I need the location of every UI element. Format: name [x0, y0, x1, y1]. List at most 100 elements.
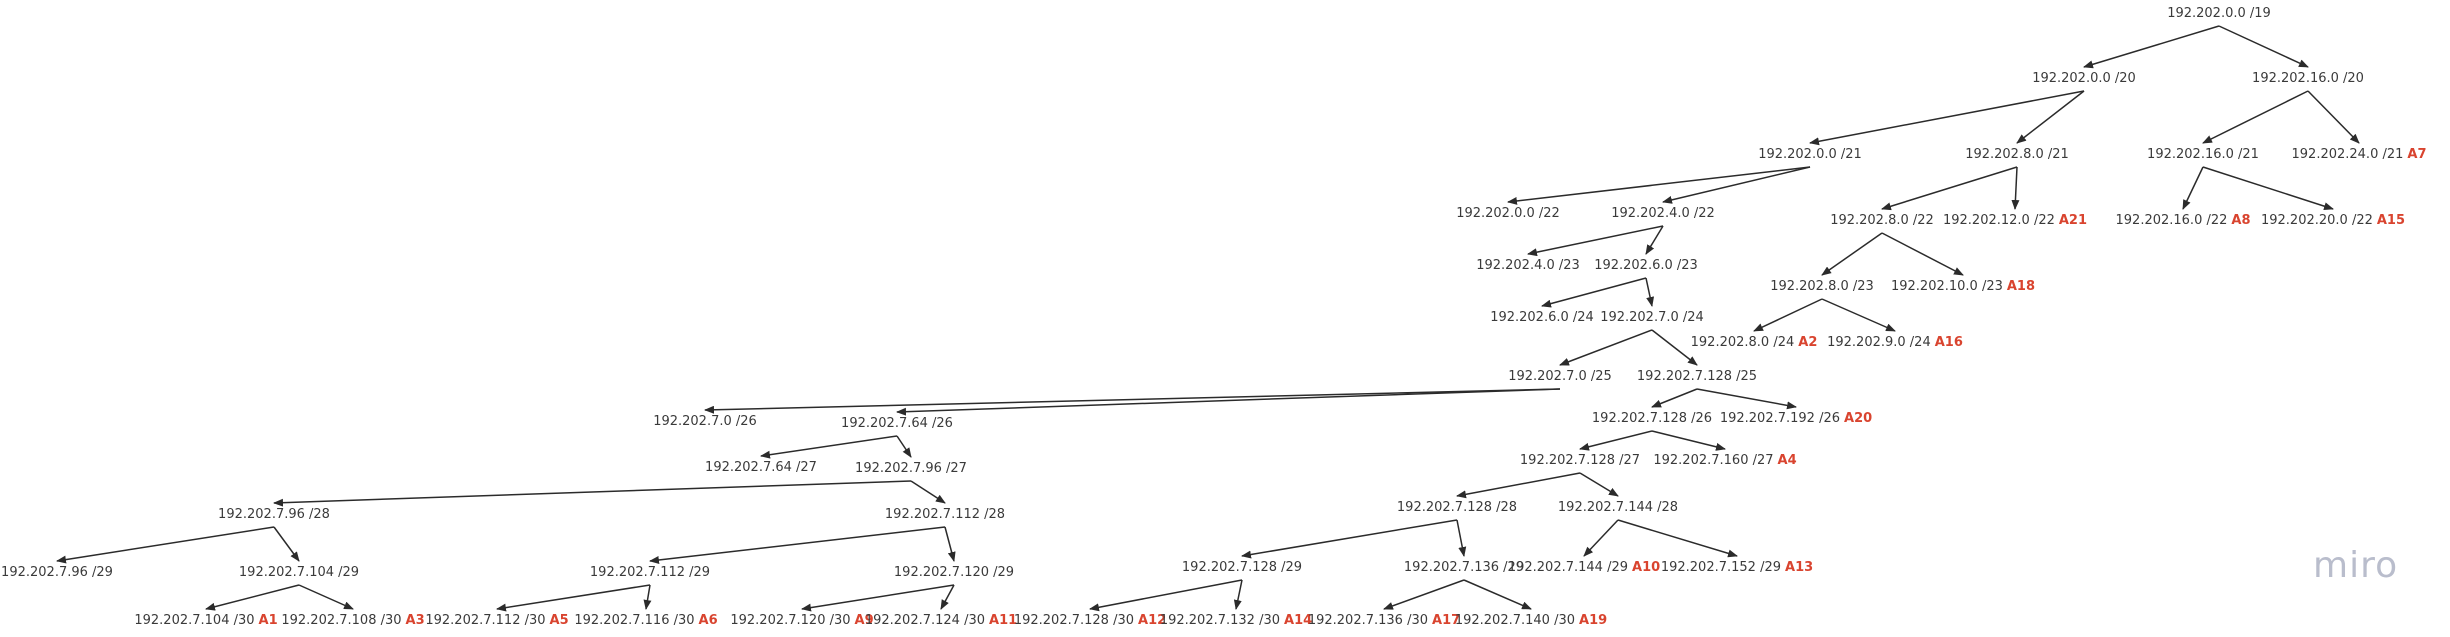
tree-node[interactable]: 192.202.7.140 /30 A19	[1452, 612, 1610, 630]
tree-node[interactable]: 192.202.4.0 /23	[1473, 257, 1583, 275]
tree-node[interactable]: 192.202.7.128 /25	[1634, 368, 1760, 386]
tree-node[interactable]: 192.202.20.0 /22 A15	[2258, 212, 2408, 230]
node-label: 192.202.7.152 /29	[1660, 560, 1782, 575]
tree-node[interactable]: 192.202.8.0 /21	[1962, 146, 2072, 164]
tree-edge-arrow	[1233, 579, 1243, 610]
tree-edge-arrow	[56, 526, 275, 564]
tree-edge-arrow	[205, 584, 300, 611]
tree-node[interactable]: 192.202.12.0 /22 A21	[1940, 212, 2090, 230]
tree-node[interactable]: 192.202.7.136 /30 A17	[1305, 612, 1463, 630]
node-label: 192.202.7.136 /29	[1403, 560, 1525, 575]
tree-node[interactable]: 192.202.7.120 /29	[891, 564, 1017, 582]
tree-node[interactable]: 192.202.7.108 /30 A3	[278, 612, 427, 630]
node-label: 192.202.0.0 /20	[2032, 71, 2136, 86]
tree-node[interactable]: 192.202.10.0 /23 A18	[1888, 278, 2038, 296]
tree-node[interactable]: 192.202.8.0 /22	[1827, 212, 1937, 230]
tree-node[interactable]: 192.202.7.144 /29 A10	[1505, 559, 1663, 577]
allocation-tag: A20	[1844, 411, 1873, 426]
tree-node[interactable]: 192.202.7.104 /30 A1	[131, 612, 280, 630]
tree-edge-arrow	[910, 480, 946, 504]
tree-node[interactable]: 192.202.4.0 /22	[1608, 205, 1718, 223]
tree-node[interactable]: 192.202.7.144 /28	[1555, 499, 1681, 517]
tree-edge-arrow	[2202, 166, 2334, 211]
tree-node[interactable]: 192.202.7.116 /30 A6	[571, 612, 720, 630]
tree-node[interactable]: 192.202.0.0 /19	[2164, 5, 2274, 23]
tree-node[interactable]: 192.202.6.0 /24	[1487, 309, 1597, 327]
tree-node[interactable]: 192.202.7.0 /25	[1505, 368, 1615, 386]
tree-node[interactable]: 192.202.9.0 /24 A16	[1824, 334, 1966, 352]
node-label: 192.202.7.128 /28	[1396, 500, 1518, 515]
tree-node[interactable]: 192.202.16.0 /20	[2249, 70, 2367, 88]
tree-node[interactable]: 192.202.0.0 /21	[1755, 146, 1865, 164]
tree-edge-arrow	[2218, 25, 2309, 68]
tree-node[interactable]: 192.202.7.128 /27	[1517, 452, 1643, 470]
node-label: 192.202.7.144 /28	[1557, 500, 1679, 515]
node-label: 192.202.20.0 /22	[2260, 213, 2373, 228]
tree-node[interactable]: 192.202.7.136 /29	[1401, 559, 1527, 577]
tree-node[interactable]: 192.202.16.0 /21	[2144, 146, 2262, 164]
node-label: 192.202.16.0 /20	[2252, 71, 2364, 86]
tree-node[interactable]: 192.202.7.96 /29	[0, 564, 116, 582]
tree-edge-arrow	[2016, 90, 2085, 144]
tree-edge-arrow	[2011, 166, 2020, 210]
tree-node[interactable]: 192.202.7.64 /26	[838, 415, 956, 433]
allocation-tag: A19	[1579, 613, 1608, 628]
tree-node[interactable]: 192.202.7.96 /27	[852, 460, 970, 478]
node-label: 192.202.7.96 /29	[1, 565, 113, 580]
tree-node[interactable]: 192.202.8.0 /23	[1767, 278, 1877, 296]
node-label: 192.202.10.0 /23	[1890, 279, 2003, 294]
node-label: 192.202.7.128 /26	[1591, 411, 1713, 426]
tree-edge-arrow	[896, 435, 912, 458]
tree-node[interactable]: 192.202.8.0 /24 A2	[1688, 334, 1821, 352]
tree-edge-arrow	[1809, 90, 2085, 146]
tree-edge-arrow	[1579, 472, 1619, 497]
node-label: 192.202.7.104 /30	[134, 613, 255, 628]
tree-edge-arrow	[1821, 298, 1896, 332]
tree-edge-arrow	[298, 584, 354, 610]
node-label: 192.202.7.132 /30	[1159, 613, 1281, 628]
node-label: 192.202.7.192 /26	[1719, 411, 1841, 426]
tree-node[interactable]: 192.202.7.128 /26	[1589, 410, 1715, 428]
node-label: 192.202.12.0 /22	[1942, 213, 2055, 228]
tree-node[interactable]: 192.202.7.64 /27	[702, 459, 820, 477]
node-label: 192.202.7.120 /30	[730, 613, 851, 628]
tree-node[interactable]: 192.202.7.192 /26 A20	[1717, 410, 1875, 428]
tree-node[interactable]: 192.202.7.152 /29 A13	[1658, 559, 1816, 577]
tree-node[interactable]: 192.202.7.124 /30 A11	[862, 612, 1020, 630]
node-label: 192.202.24.0 /21	[2291, 147, 2404, 162]
tree-node[interactable]: 192.202.0.0 /22	[1453, 205, 1563, 223]
tree-node[interactable]: 192.202.16.0 /22 A8	[2113, 212, 2254, 230]
tree-edge-arrow	[944, 526, 956, 562]
tree-edge-arrow	[1527, 225, 1664, 257]
tree-node[interactable]: 192.202.0.0 /20	[2029, 70, 2139, 88]
tree-node[interactable]: 192.202.6.0 /23	[1591, 257, 1701, 275]
tree-node[interactable]: 192.202.7.0 /24	[1597, 309, 1707, 327]
tree-node[interactable]: 192.202.7.128 /28	[1394, 499, 1520, 517]
tree-edge-arrow	[1821, 232, 1883, 276]
allocation-tag: A21	[2058, 213, 2088, 228]
tree-node[interactable]: 192.202.7.104 /29	[236, 564, 362, 582]
tree-node[interactable]: 192.202.7.0 /26	[650, 413, 760, 431]
tree-node[interactable]: 192.202.7.160 /27 A4	[1650, 452, 1799, 470]
tree-node[interactable]: 192.202.7.112 /28	[882, 506, 1008, 524]
tree-node[interactable]: 192.202.7.112 /30 A5	[422, 612, 571, 630]
node-label: 192.202.16.0 /21	[2147, 147, 2259, 162]
tree-node[interactable]: 192.202.7.132 /30 A14	[1157, 612, 1315, 630]
tree-node[interactable]: 192.202.7.112 /29	[587, 564, 713, 582]
node-label: 192.202.7.64 /27	[705, 460, 817, 475]
node-label: 192.202.8.0 /24	[1690, 335, 1795, 350]
tree-node[interactable]: 192.202.7.96 /28	[215, 506, 333, 524]
tree-node[interactable]: 192.202.7.128 /30 A12	[1011, 612, 1169, 630]
tree-node[interactable]: 192.202.7.128 /29	[1179, 559, 1305, 577]
node-label: 192.202.8.0 /22	[1830, 213, 1934, 228]
tree-edge-arrow	[1617, 519, 1738, 558]
tree-edge-arrow	[1753, 298, 1823, 332]
tree-node[interactable]: 192.202.24.0 /21 A7	[2289, 146, 2430, 164]
tree-edge-arrow	[1881, 232, 1964, 276]
tree-edge-arrow	[1579, 430, 1653, 451]
tree-node[interactable]: 192.202.7.120 /30 A9	[727, 612, 876, 630]
allocation-tag: A3	[405, 613, 425, 628]
node-label: 192.202.0.0 /22	[1456, 206, 1560, 221]
node-label: 192.202.7.128 /25	[1636, 369, 1758, 384]
